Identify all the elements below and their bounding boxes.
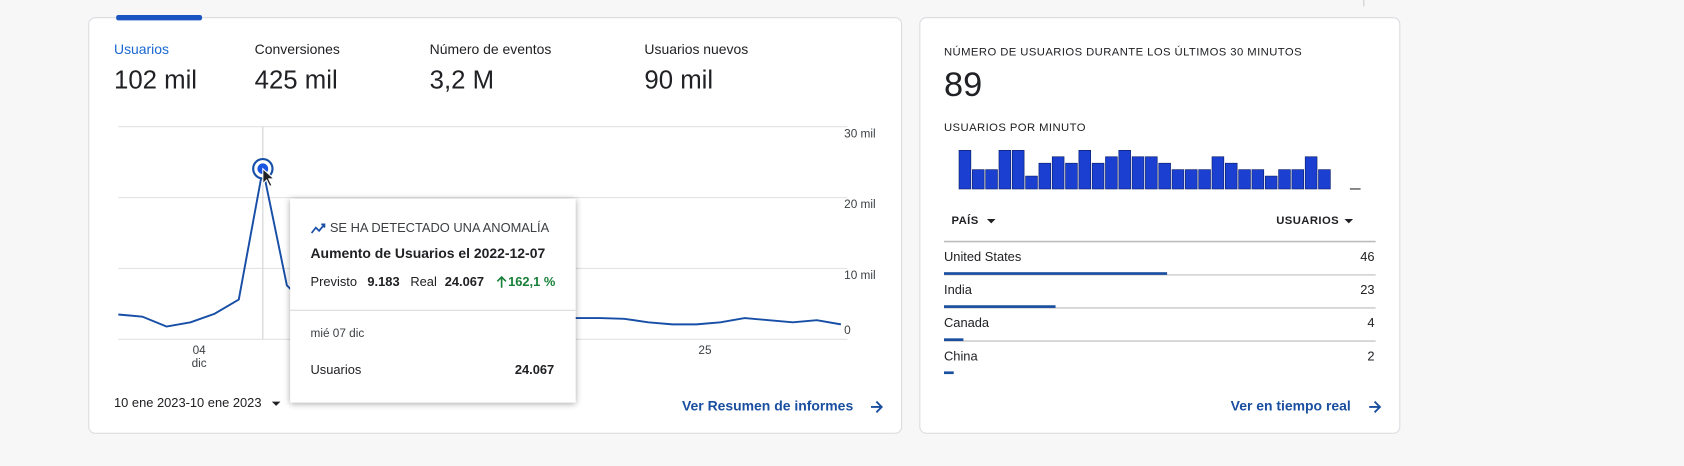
cursor [262, 167, 276, 188]
realtime-card [919, 17, 1401, 434]
country-users: 23 [1360, 282, 1374, 297]
minute-bar [998, 150, 1012, 190]
country-name: China [944, 348, 978, 363]
change-value: 162,1 % [508, 274, 556, 289]
date-range-picker[interactable]: 10 ene 2023-10 ene 2023 [114, 395, 281, 410]
share-bar [944, 305, 1056, 308]
tooltip-date: mié 07 dic [311, 326, 365, 340]
country-users: 4 [1367, 315, 1374, 330]
minute-bar [958, 150, 972, 190]
share-bar [944, 338, 964, 342]
minute-bar [1131, 156, 1145, 190]
tooltip-metric: Usuarios [311, 362, 362, 377]
minute-bar [1291, 169, 1305, 190]
metric-tab[interactable]: Conversiones 425 mil [255, 41, 340, 94]
metric-tab[interactable]: Usuarios 102 mil [114, 41, 197, 94]
report-link[interactable]: Ver Resumen de informes [682, 398, 884, 414]
column-title: USUARIOS [1276, 215, 1339, 227]
minute-bar [1251, 169, 1265, 190]
x-month-label: dic [192, 356, 207, 370]
minute-bar [1198, 169, 1211, 190]
metric-value: 90 mil [644, 66, 713, 94]
y-tick-label: 30 mil [844, 126, 875, 140]
metric-value: 3,2 M [430, 66, 494, 94]
tooltip-box [290, 198, 576, 403]
column-header[interactable]: PAÍS [952, 214, 996, 227]
minute-bar [1264, 175, 1278, 190]
minute-bar [1105, 156, 1118, 190]
minute-bar [1011, 150, 1025, 190]
tab-indicator [116, 15, 203, 21]
minute-bar [1051, 156, 1065, 190]
column-header[interactable]: USUARIOS [1276, 215, 1354, 227]
tooltip-value: 24.067 [515, 362, 554, 377]
metric-value: 425 mil [255, 66, 338, 94]
date-range: 10 ene 2023-10 ene 2023 [114, 395, 261, 410]
minute-bar [1145, 156, 1158, 190]
x-tick-label: 04 [193, 343, 207, 357]
actual-label: Real [410, 274, 436, 289]
dropdown-icon [271, 401, 281, 406]
country-table: United States 46 India 23 Canada 4 China 2 [944, 249, 1376, 375]
minute-bar [1158, 162, 1171, 190]
y-tick-label: 0 [844, 323, 851, 337]
share-bar [944, 272, 1168, 275]
x-tick-label: 25 [698, 343, 712, 357]
minute-bar [1318, 169, 1331, 190]
minute-bar [1225, 162, 1238, 190]
column-title: PAÍS [952, 214, 979, 227]
minute-bar [1091, 162, 1105, 190]
metric-tab[interactable]: Usuarios nuevos 90 mil [644, 41, 748, 94]
realtime-count: 89 [944, 66, 982, 104]
arrow-icon [1369, 400, 1382, 413]
minute-bar [1185, 169, 1198, 190]
sort-icon [1344, 219, 1354, 224]
metric-label: Usuarios nuevos [644, 41, 748, 57]
tooltip: SE HA DETECTADO UNA ANOMALÍA Aumento de … [290, 198, 576, 403]
minute-bar [1238, 169, 1251, 190]
country-name: India [944, 282, 973, 297]
metric-value: 102 mil [114, 66, 197, 94]
minute-bar [1118, 150, 1131, 190]
minute-bar [1065, 162, 1078, 190]
per-minute-chart [958, 150, 1361, 190]
up-arrow-icon [496, 275, 507, 288]
metric-label: Conversiones [255, 41, 340, 57]
tooltip-heading: Aumento de Usuarios el 2022-12-07 [311, 245, 546, 261]
y-tick-label: 20 mil [844, 197, 875, 211]
per-minute-title: USUARIOS POR MINUTO [944, 122, 1086, 134]
minute-bar [1171, 169, 1185, 190]
anomaly-icon [310, 223, 326, 234]
realtime-link[interactable]: Ver en tiempo real [1231, 398, 1382, 414]
minute-bar [1304, 156, 1318, 190]
realtime-title: NÚMERO DE USUARIOS DURANTE LOS ÚLTIMOS 3… [944, 46, 1302, 59]
expected-value: 9.183 [367, 274, 399, 289]
minute-bar [1038, 162, 1052, 190]
arrow-icon [870, 400, 884, 413]
link-text: Ver en tiempo real [1231, 398, 1351, 414]
minute-bar [1278, 169, 1291, 190]
country-name: United States [944, 249, 1021, 264]
expected-label: Previsto [311, 274, 358, 289]
metric-label: Usuarios [114, 41, 169, 57]
country-name: Canada [944, 315, 990, 330]
minute-bar [972, 169, 985, 190]
minute-bar [1211, 156, 1225, 190]
actual-value: 24.067 [445, 274, 484, 289]
minute-bar [1025, 175, 1038, 190]
y-tick-label: 10 mil [844, 268, 875, 282]
metric-label: Número de eventos [430, 41, 552, 57]
sort-icon [986, 219, 996, 224]
minute-bar [1078, 150, 1091, 190]
minute-bar [985, 169, 998, 190]
country-users: 46 [1360, 249, 1374, 264]
country-users: 2 [1367, 348, 1374, 363]
tooltip-title: SE HA DETECTADO UNA ANOMALÍA [330, 220, 550, 235]
share-bar [944, 371, 954, 375]
link-text: Ver Resumen de informes [682, 398, 853, 414]
metric-tab[interactable]: Número de eventos 3,2 M [430, 41, 552, 94]
